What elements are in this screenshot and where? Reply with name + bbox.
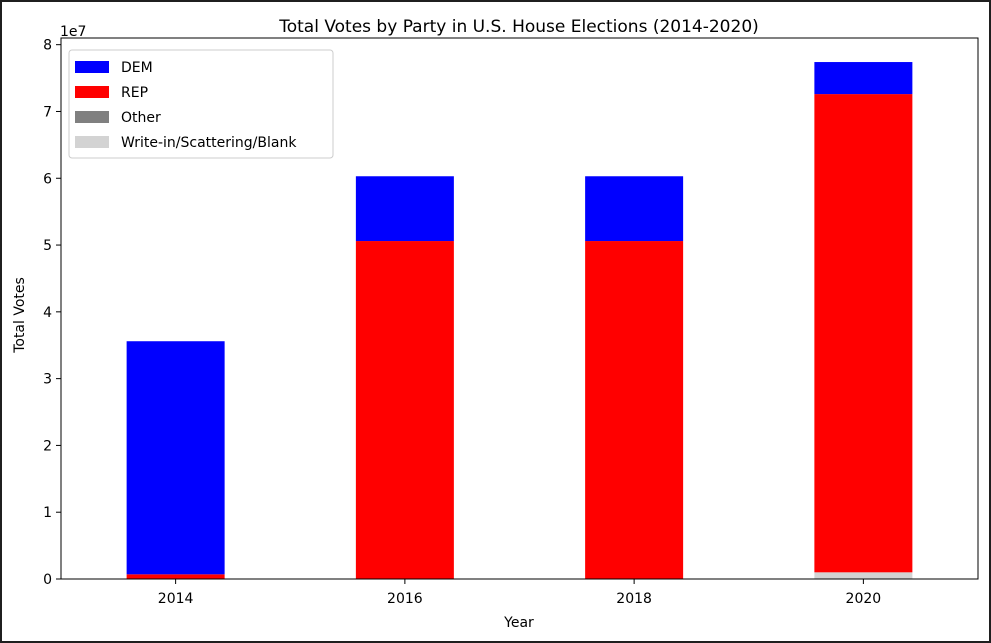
x-axis-label: Year — [503, 615, 534, 631]
legend-label-dem: DEM — [121, 60, 153, 76]
legend-label-other: Other — [121, 110, 161, 126]
plot-frame — [60, 37, 979, 580]
y-tick-label: 2 — [43, 438, 52, 454]
x-tick-label-2020: 2020 — [846, 591, 882, 607]
bar-rep-2016 — [355, 241, 454, 579]
y-tick-label: 6 — [43, 171, 52, 187]
y-tick-label: 5 — [43, 238, 52, 254]
legend-swatch-write-in-scattering-blank — [75, 136, 109, 148]
legend-swatch-rep — [75, 86, 109, 98]
bar-rep-2018 — [585, 241, 684, 579]
bar-rep-2014 — [126, 574, 225, 579]
bar-dem-2016 — [355, 176, 454, 242]
x-tick-label-2014: 2014 — [158, 591, 194, 607]
y-axis-label: Total Votes — [12, 277, 28, 354]
y-tick-label: 7 — [43, 104, 52, 120]
y-tick-label: 8 — [43, 38, 52, 54]
bar-rep-2020 — [814, 94, 913, 573]
legend-label-write-in-scattering-blank: Write-in/Scattering/Blank — [121, 135, 297, 151]
axes-group: 0 1 2 3 4 5 6 7 8 2014 2016 2018 2020 — [43, 37, 979, 607]
y-tick-label: 1 — [43, 505, 52, 521]
legend-swatch-dem — [75, 61, 109, 73]
y-axis-offset-label: 1e7 — [60, 24, 86, 40]
y-tick-label: 4 — [43, 305, 52, 321]
bars-group — [126, 62, 913, 579]
bar-dem-2018 — [585, 176, 684, 242]
x-tick-label-2018: 2018 — [616, 591, 652, 607]
bar-dem-2014 — [126, 341, 225, 575]
x-tick-label-2016: 2016 — [387, 591, 423, 607]
y-tick-label: 0 — [43, 572, 52, 588]
legend: DEM REP Other Write-in/Scattering/Blank — [68, 49, 334, 159]
chart-title: Total Votes by Party in U.S. House Elect… — [278, 17, 759, 37]
bar-write-in-scattering-blank-2020 — [814, 572, 913, 579]
bar-dem-2020 — [814, 62, 913, 95]
legend-swatch-other — [75, 111, 109, 123]
y-tick-label: 3 — [43, 372, 52, 388]
legend-box — [68, 49, 334, 159]
legend-label-rep: REP — [121, 85, 148, 101]
